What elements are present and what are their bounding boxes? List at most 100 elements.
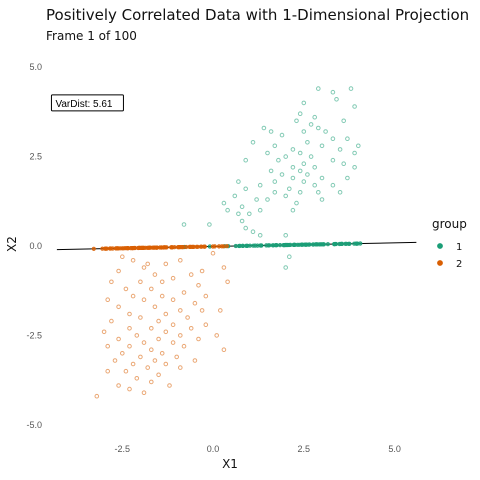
x-tick-label: 5.0 xyxy=(388,444,401,454)
projected-point-group-2-67 xyxy=(190,244,195,249)
projected-point-group-2-51 xyxy=(194,244,199,249)
point-group-1-22 xyxy=(319,143,325,149)
y-tick-label: 2.5 xyxy=(29,152,42,162)
projected-point-group-1-33 xyxy=(278,243,283,248)
point-group-1-67 xyxy=(290,207,296,213)
point-group-2-52 xyxy=(141,340,147,345)
point-group-1-26 xyxy=(297,150,303,156)
annotation-box: VarDist: 5.61 xyxy=(50,94,124,112)
point-group-2-62 xyxy=(174,354,179,360)
point-group-1-34 xyxy=(301,161,307,166)
point-group-1-19 xyxy=(250,140,256,145)
projected-point-group-1-45 xyxy=(332,242,337,247)
point-group-2-45 xyxy=(163,329,169,335)
point-group-2-38 xyxy=(109,318,114,324)
projected-point-group-2-76 xyxy=(164,245,169,250)
projected-point-group-1-41 xyxy=(306,242,312,247)
point-group-1-54 xyxy=(297,190,303,195)
point-group-2-4 xyxy=(178,258,183,263)
point-group-1-75 xyxy=(239,218,245,224)
projected-point-group-2-57 xyxy=(179,245,184,250)
point-group-2-24 xyxy=(105,297,110,303)
projected-point-group-1-55 xyxy=(317,242,322,247)
projected-point-group-2-40 xyxy=(202,244,207,249)
point-group-1-65 xyxy=(221,200,227,206)
point-group-2-78 xyxy=(94,393,100,399)
y-tick-label: 0.0 xyxy=(29,241,42,251)
point-group-1-39 xyxy=(268,168,274,174)
projected-point-group-1-57 xyxy=(339,241,344,246)
x-tick-label: 0.0 xyxy=(207,444,220,454)
point-group-1-31 xyxy=(330,157,336,163)
points-layer xyxy=(94,86,361,399)
point-group-2-75 xyxy=(116,383,121,388)
point-group-1-17 xyxy=(330,136,336,141)
point-group-2-29 xyxy=(152,304,158,310)
point-group-2-17 xyxy=(225,279,230,285)
point-group-2-8 xyxy=(116,268,121,274)
point-group-2-71 xyxy=(156,372,161,378)
y-tick-label: -2.5 xyxy=(26,330,42,340)
point-group-1-10 xyxy=(261,125,267,131)
projected-point-group-1-38 xyxy=(354,241,359,246)
point-group-2-69 xyxy=(105,368,110,374)
point-group-2-37 xyxy=(156,318,161,324)
point-group-2-57 xyxy=(181,343,187,349)
projected-point-group-2-64 xyxy=(150,245,155,250)
point-group-2-34 xyxy=(163,311,169,317)
point-group-1-79 xyxy=(225,207,230,213)
point-group-2-20 xyxy=(181,290,187,295)
point-group-1-2 xyxy=(330,89,336,95)
point-group-1-66 xyxy=(257,207,263,213)
point-group-2-33 xyxy=(127,311,132,317)
point-group-2-19 xyxy=(149,286,154,292)
point-group-1-74 xyxy=(283,233,289,238)
point-group-1-11 xyxy=(268,129,274,134)
projected-point-group-2-17 xyxy=(224,244,229,249)
point-group-1-44 xyxy=(319,175,325,181)
projected-point-group-2-74 xyxy=(146,245,151,250)
point-group-1-50 xyxy=(257,182,263,188)
x-tick-label: -2.5 xyxy=(114,444,130,454)
projected-point-group-1-62 xyxy=(295,242,300,247)
point-group-1-49 xyxy=(312,182,318,188)
legend-label-2: 2 xyxy=(456,259,462,270)
projected-point-group-2-69 xyxy=(103,246,108,251)
point-group-1-77 xyxy=(283,265,289,270)
point-group-2-12 xyxy=(170,275,176,281)
projected-point-group-2-79 xyxy=(139,245,144,250)
projected-point-group-2-75 xyxy=(113,246,118,251)
point-group-2-41 xyxy=(127,326,132,331)
point-group-1-69 xyxy=(236,211,241,217)
point-group-1-24 xyxy=(356,143,361,149)
point-group-2-1 xyxy=(130,258,136,263)
point-group-2-55 xyxy=(127,343,132,349)
point-group-1-0 xyxy=(316,86,321,91)
projected-point-group-1-49 xyxy=(313,242,319,247)
point-group-2-16 xyxy=(196,283,201,288)
point-group-2-30 xyxy=(178,308,183,313)
projected-point-group-2-73 xyxy=(132,245,137,251)
point-group-1-20 xyxy=(272,143,278,149)
point-group-1-32 xyxy=(243,157,248,163)
point-group-1-42 xyxy=(290,175,296,181)
point-group-1-1 xyxy=(348,86,354,91)
point-group-1-71 xyxy=(243,225,248,231)
point-group-2-15 xyxy=(159,279,165,285)
point-group-1-73 xyxy=(181,222,187,227)
point-group-2-5 xyxy=(210,250,216,256)
projected-point-group-1-24 xyxy=(358,241,363,246)
legend-title: group xyxy=(432,217,467,231)
point-group-2-61 xyxy=(138,354,143,360)
projected-point-group-1-48 xyxy=(303,242,308,247)
x-axis-label: X1 xyxy=(222,457,238,471)
annotation-frame xyxy=(50,94,124,112)
point-group-1-37 xyxy=(341,161,347,166)
point-group-2-9 xyxy=(152,272,158,277)
point-group-1-13 xyxy=(323,129,328,134)
point-group-1-3 xyxy=(301,100,307,106)
point-group-2-7 xyxy=(141,265,147,270)
projected-point-group-1-71 xyxy=(244,243,249,248)
point-group-1-16 xyxy=(301,129,307,134)
